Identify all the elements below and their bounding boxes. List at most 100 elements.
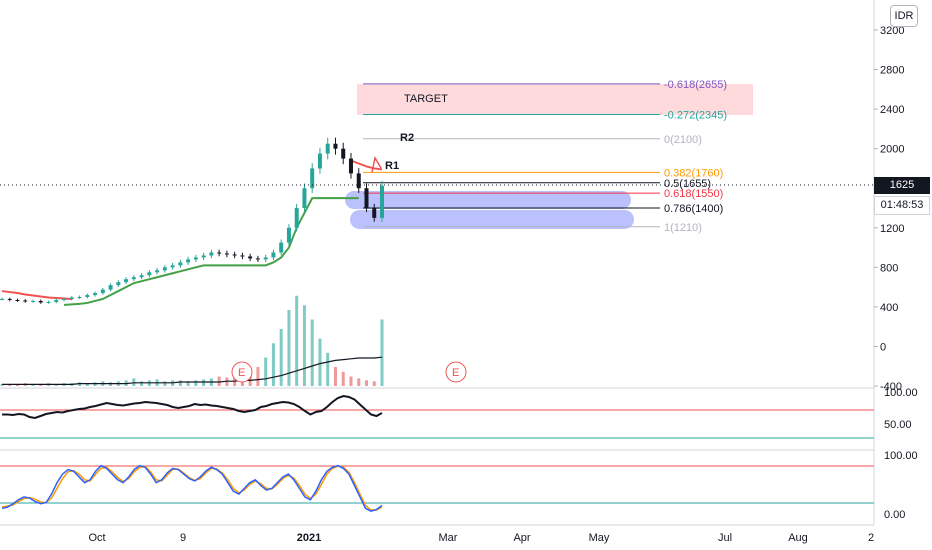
candle-body (93, 293, 98, 296)
volume-bars (0, 295, 384, 386)
fib-level-label: 0.5(1655) (664, 178, 711, 190)
volume-bar (271, 343, 275, 386)
volume-ma-path (2, 356, 383, 385)
target-zone[interactable] (357, 84, 753, 115)
time-tick-label: 2021 (297, 532, 321, 544)
volume-bar (372, 381, 376, 386)
earnings-label-1: E (238, 367, 245, 379)
r1-arrow (371, 155, 382, 173)
price-tick-label: 1200 (880, 223, 904, 235)
price-axis[interactable]: 3200280024002000160012008004000-400 (874, 25, 904, 393)
fib-level-label: 0(2100) (664, 134, 702, 146)
red-line-path (1, 290, 72, 300)
earnings-marker-1[interactable]: E (231, 361, 253, 383)
candle-body (38, 300, 43, 303)
volume-bar (194, 380, 198, 386)
r1-label: R1 (385, 160, 399, 172)
candle-body (116, 282, 121, 286)
r2-label: R2 (400, 132, 414, 144)
candle-body (162, 267, 167, 271)
candle-body (271, 252, 276, 258)
earnings-marker-2[interactable]: E (445, 361, 467, 383)
volume-bar (85, 383, 89, 386)
volume-bar (186, 381, 190, 386)
candle-body (100, 289, 105, 294)
candle-body (124, 279, 129, 283)
candle-body (85, 295, 90, 297)
stop-line-path (63, 197, 359, 306)
candle-body (77, 297, 82, 298)
fib-level-label: 1(1210) (664, 222, 702, 234)
time-tick-label: 2 (868, 532, 874, 544)
fib-retracement[interactable]: -0.618(2655) -0.272(2345) 0(2100) 0.382(176… (363, 79, 727, 234)
price-tick-label: 2400 (880, 104, 904, 116)
volume-bar (0, 384, 4, 386)
support-zone-lower[interactable] (350, 210, 634, 229)
fib-level-label: -0.618(2655) (664, 79, 727, 91)
candle-body (23, 300, 28, 302)
currency-button[interactable]: IDR (890, 5, 918, 27)
osc2-main-path (1, 464, 383, 512)
candle-body (155, 270, 160, 273)
volume-bar (349, 376, 353, 386)
candle-body (69, 297, 74, 299)
candle-body (286, 227, 291, 243)
volume-bar (16, 384, 20, 386)
candle-body (217, 252, 222, 254)
time-tick-label: 9 (180, 532, 186, 544)
fib-level-label: 0.618(1550) (664, 188, 723, 200)
volume-bar (264, 357, 268, 386)
price-tick-label: 3200 (880, 25, 904, 37)
candle-body (170, 265, 175, 268)
volume-bar (256, 367, 260, 386)
volume-bar (295, 295, 299, 386)
osc1-path (2, 394, 383, 420)
osc-axis[interactable]: 100.00 50.00 100.00 0.00 (884, 387, 918, 521)
price-tick-label: 2000 (880, 144, 904, 156)
candle-body (224, 253, 229, 255)
candle-body (372, 208, 377, 218)
candle-body (255, 258, 260, 260)
volume-bar (310, 319, 314, 386)
volume-bar (8, 384, 12, 386)
candle-body (263, 257, 268, 260)
osc2-tick-label: 0.00 (884, 509, 905, 521)
price-tick-label: 400 (880, 302, 898, 314)
candle-body (201, 255, 206, 258)
candle-body (178, 262, 183, 266)
candle-body (31, 300, 36, 302)
candle-body (209, 252, 214, 256)
volume-bar (357, 378, 361, 386)
red-line (1, 159, 383, 300)
support-zone-upper[interactable] (345, 191, 631, 209)
price-tick-label: 0 (880, 341, 886, 353)
time-tick-label: Aug (788, 532, 808, 544)
time-tick-label: May (589, 532, 610, 544)
volume-bar (318, 338, 322, 386)
earnings-label-2: E (452, 367, 459, 379)
candle-body (139, 275, 144, 278)
candle-body (54, 299, 59, 302)
current-price-tag: 1625 (874, 177, 930, 194)
osc1-tick-label: 100.00 (884, 387, 918, 399)
candle-body (310, 168, 315, 189)
volume-bar (341, 371, 345, 386)
price-tick-label: 2800 (880, 65, 904, 77)
candle-body (356, 173, 361, 189)
candle-body (317, 153, 322, 169)
volume-bar (202, 379, 206, 386)
candle-body (279, 242, 284, 253)
time-tick-label: Mar (439, 532, 458, 544)
volume-bar (302, 305, 306, 386)
countdown-tag: 01:48:53 (874, 196, 930, 215)
candle-body (364, 188, 369, 208)
stop-line (63, 197, 359, 306)
fib-level-label: 0.786(1400) (664, 203, 723, 215)
candle-body (232, 254, 237, 256)
target-label: TARGET (404, 93, 448, 105)
volume-bar (54, 384, 58, 386)
candle-body (15, 299, 20, 301)
volume-bar (248, 372, 252, 386)
time-axis[interactable]: Oct 9 2021 Mar Apr May Jul Aug 2 (88, 532, 874, 544)
